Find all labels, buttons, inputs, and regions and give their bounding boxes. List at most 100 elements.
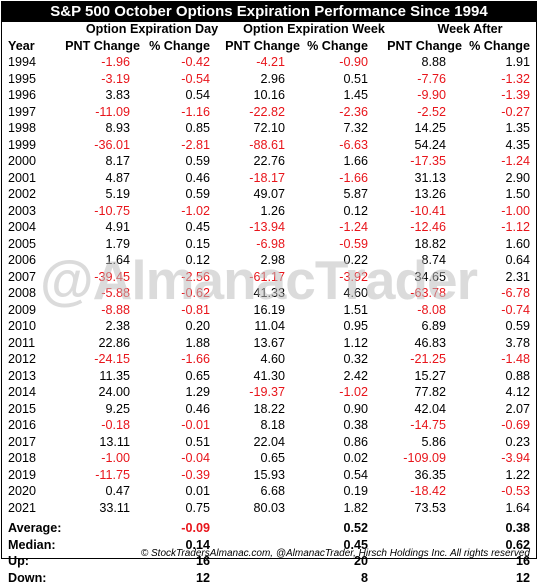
value-cell: 46.83	[414, 335, 446, 350]
year-cell: 2010	[8, 319, 37, 333]
value-cell: 8.17	[105, 154, 130, 168]
value-cell: -1.66	[181, 352, 210, 366]
value-cell: 1.35	[505, 121, 530, 135]
year-cell: 2011	[8, 335, 36, 350]
value-cell: 4.60	[343, 286, 368, 300]
year-cell: 2001	[8, 170, 37, 185]
value-cell: 1.66	[343, 154, 368, 168]
value-cell: 1.22	[505, 467, 530, 482]
summary-value: 0.14	[185, 537, 210, 552]
value-cell: -2.52	[417, 104, 446, 119]
value-cell: 10.16	[253, 88, 285, 102]
value-cell: 0.95	[343, 319, 368, 333]
value-cell: 0.46	[185, 170, 210, 185]
value-cell: -22.82	[249, 104, 285, 119]
year-cell: 1996	[8, 88, 37, 102]
value-cell: 14.25	[414, 121, 446, 135]
value-cell: -14.75	[410, 418, 446, 432]
value-cell: 0.12	[343, 203, 368, 218]
value-cell: 1.82	[343, 500, 368, 515]
value-cell: -0.54	[181, 71, 210, 86]
value-cell: 3.83	[105, 88, 130, 102]
summary-value: 8	[360, 570, 368, 585]
value-cell: -6.98	[256, 236, 285, 251]
value-cell: -1.02	[339, 385, 368, 399]
value-cell: 1.45	[343, 88, 368, 102]
value-cell: 0.01	[185, 484, 210, 498]
column-header: PNT Change	[387, 39, 462, 53]
value-cell: 4.91	[105, 220, 130, 234]
value-cell: 77.82	[414, 385, 446, 399]
year-cell: 2018	[8, 451, 37, 465]
value-cell: -0.01	[181, 418, 210, 432]
value-cell: 42.04	[414, 401, 446, 416]
value-cell: 6.89	[421, 319, 446, 333]
value-cell: -1.16	[181, 104, 210, 119]
value-cell: 36.35	[414, 467, 446, 482]
value-cell: -109.09	[403, 451, 446, 465]
value-cell: -0.18	[101, 418, 130, 432]
value-cell: 16.19	[253, 302, 285, 317]
value-cell: 18.82	[414, 236, 446, 251]
value-cell: 1.64	[505, 500, 530, 515]
value-cell: -6.78	[501, 286, 530, 300]
summary-value: 0.38	[505, 521, 530, 535]
value-cell: 1.91	[505, 55, 530, 69]
year-cell: 2017	[8, 434, 37, 449]
value-cell: -13.94	[249, 220, 285, 234]
value-cell: 72.10	[253, 121, 285, 135]
value-cell: 2.90	[505, 170, 530, 185]
year-cell: 2014	[8, 385, 37, 399]
value-cell: -4.21	[256, 55, 285, 69]
value-cell: -17.35	[410, 154, 446, 168]
value-cell: -1.12	[501, 220, 530, 234]
value-cell: 0.12	[185, 253, 210, 267]
year-cell: 2013	[8, 368, 37, 383]
value-cell: -1.00	[501, 203, 530, 218]
value-cell: 22.86	[98, 335, 130, 350]
value-cell: 80.03	[253, 500, 285, 515]
year-cell: 2021	[8, 500, 37, 515]
summary-label: Up:	[8, 554, 29, 568]
value-cell: -8.88	[101, 302, 130, 317]
column-header: PNT Change	[65, 39, 140, 53]
year-cell: 2006	[8, 253, 37, 267]
value-cell: 1.50	[505, 187, 530, 201]
value-cell: -1.48	[501, 352, 530, 366]
value-cell: -2.81	[181, 137, 210, 152]
value-cell: 4.12	[505, 385, 530, 399]
value-cell: -36.01	[94, 137, 130, 152]
value-cell: 22.04	[253, 434, 285, 449]
year-cell: 2003	[8, 203, 37, 218]
table-title: S&P 500 October Options Expiration Perfo…	[2, 2, 536, 22]
column-header-year: Year	[8, 39, 35, 53]
value-cell: 0.23	[505, 434, 530, 449]
value-cell: -6.63	[339, 137, 368, 152]
column-header: % Change	[149, 39, 210, 53]
value-cell: 2.42	[343, 368, 368, 383]
year-cell: 2004	[8, 220, 37, 234]
value-cell: 8.74	[421, 253, 446, 267]
year-cell: 2019	[8, 467, 37, 482]
value-cell: -1.02	[181, 203, 210, 218]
value-cell: 2.38	[105, 319, 130, 333]
value-cell: 1.79	[105, 236, 130, 251]
value-cell: 0.20	[185, 319, 210, 333]
value-cell: 11.04	[254, 319, 285, 333]
value-cell: 0.59	[185, 154, 210, 168]
value-cell: -11.09	[95, 104, 130, 119]
value-cell: 41.30	[253, 368, 285, 383]
value-cell: 0.59	[185, 187, 210, 201]
value-cell: -21.25	[410, 352, 446, 366]
year-cell: 2016	[8, 418, 37, 432]
value-cell: 22.76	[253, 154, 285, 168]
year-cell: 2009	[8, 302, 37, 317]
value-cell: 2.07	[505, 401, 530, 416]
value-cell: -18.42	[410, 484, 446, 498]
value-cell: -1.66	[339, 170, 368, 185]
value-cell: -2.56	[181, 269, 210, 284]
value-cell: 5.87	[343, 187, 368, 201]
value-cell: 7.32	[343, 121, 368, 135]
value-cell: 0.51	[185, 434, 210, 449]
value-cell: 0.46	[185, 401, 210, 416]
